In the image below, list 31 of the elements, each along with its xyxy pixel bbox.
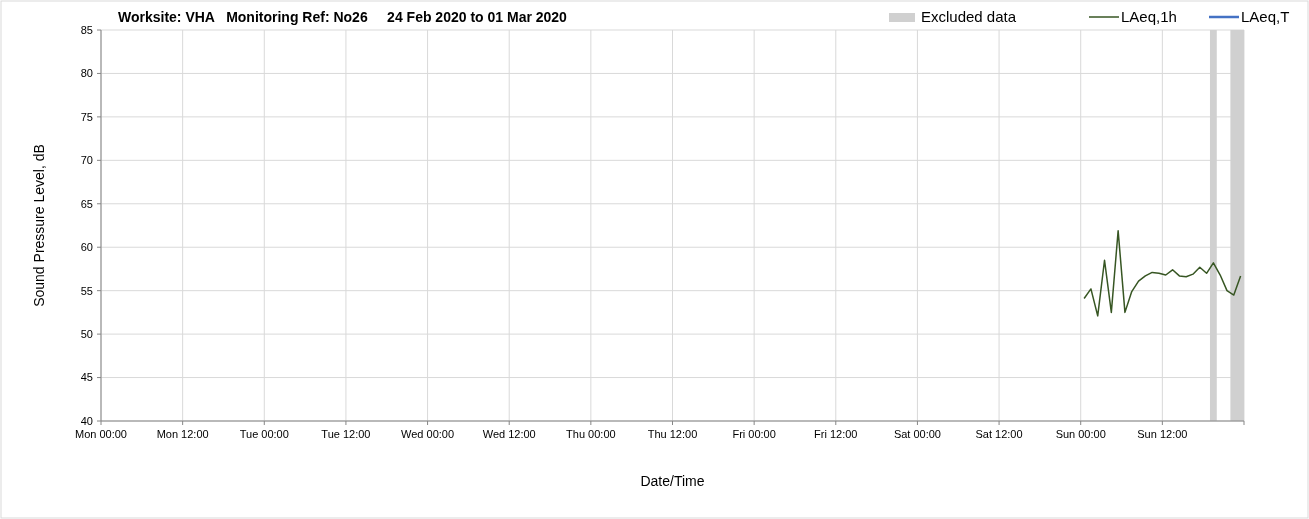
legend-label: LAeq,T (1241, 8, 1290, 25)
legend-label: LAeq,1h (1121, 8, 1177, 25)
x-tick-label: Sat 12:00 (975, 428, 1023, 440)
y-tick-label: 55 (80, 284, 93, 297)
x-tick-label: Mon 12:00 (156, 428, 209, 440)
x-tick-label: Sun 12:00 (1137, 428, 1188, 440)
legend-label: Excluded data (921, 8, 1017, 25)
y-tick-label: 65 (80, 197, 93, 210)
x-tick-label: Thu 00:00 (566, 428, 616, 440)
y-tick-label: 80 (80, 67, 93, 80)
y-tick-label: 70 (80, 154, 93, 167)
x-tick-label: Wed 00:00 (401, 428, 455, 440)
y-tick-label: 60 (80, 241, 93, 254)
x-tick-label: Tue 00:00 (239, 428, 289, 440)
x-tick-label: Fri 00:00 (732, 428, 776, 440)
y-tick-label: 50 (80, 327, 93, 340)
x-tick-label: Mon 00:00 (75, 428, 127, 440)
x-tick-label: Sat 00:00 (893, 428, 941, 440)
x-tick-label: Sun 00:00 (1055, 428, 1106, 440)
x-tick-label: Fri 12:00 (814, 428, 858, 440)
y-tick-label: 45 (80, 371, 93, 384)
chart-title: Worksite: VHA Monitoring Ref: No26 24 Feb 2020 to 01 Mar 2020 (118, 9, 568, 25)
y-tick-label: 40 (80, 414, 93, 427)
x-tick-label: Tue 12:00 (321, 428, 371, 440)
y-tick-label: 85 (80, 23, 93, 36)
x-axis-title: Date/Time (640, 473, 705, 489)
line-series (1083, 229, 1242, 317)
y-tick-label: 75 (80, 110, 93, 123)
x-tick-label: Thu 12:00 (647, 428, 698, 440)
x-tick-label: Wed 12:00 (482, 428, 536, 440)
y-axis-title: Sound Pressure Level, dB (31, 144, 47, 307)
